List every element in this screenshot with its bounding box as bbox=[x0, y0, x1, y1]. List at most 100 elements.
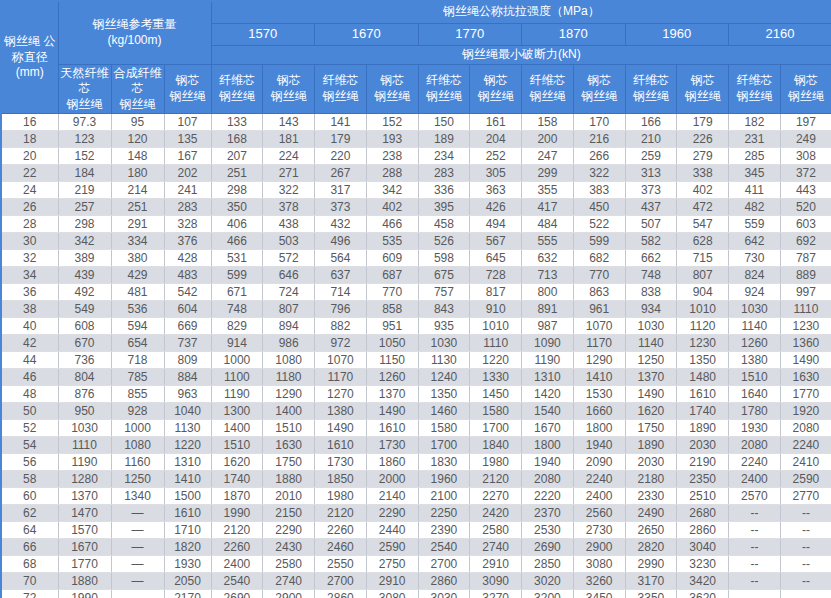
data-cell: 1490 bbox=[315, 420, 367, 437]
data-cell: 1370 bbox=[58, 488, 111, 505]
data-cell: 1890 bbox=[677, 420, 729, 437]
diameter-cell: 54 bbox=[1, 437, 58, 454]
data-cell: 2560 bbox=[573, 505, 625, 522]
steel-core-sub-header: 钢芯 钢丝绳 bbox=[677, 64, 729, 114]
diameter-cell: 64 bbox=[1, 522, 58, 539]
data-cell: 1770 bbox=[58, 556, 111, 573]
data-cell: 863 bbox=[573, 284, 625, 301]
data-cell: 2820 bbox=[625, 539, 677, 556]
data-cell: 682 bbox=[573, 250, 625, 267]
data-cell: 1610 bbox=[315, 437, 367, 454]
table-row: 3649248154267172471477075781780086383890… bbox=[1, 284, 831, 301]
data-cell: 2260 bbox=[315, 522, 367, 539]
data-cell: 345 bbox=[729, 165, 781, 182]
data-cell: 632 bbox=[522, 250, 574, 267]
data-cell: 1770 bbox=[780, 386, 831, 403]
data-cell: 1030 bbox=[625, 318, 677, 335]
data-cell: 168 bbox=[211, 131, 263, 148]
data-cell: 770 bbox=[366, 284, 418, 301]
data-cell: 724 bbox=[263, 284, 315, 301]
data-cell: 1660 bbox=[573, 403, 625, 420]
data-cell: 1100 bbox=[211, 369, 263, 386]
data-cell: 1370 bbox=[625, 369, 677, 386]
data-cell: 443 bbox=[780, 182, 831, 199]
data-cell: 526 bbox=[418, 233, 470, 250]
diameter-cell: 42 bbox=[1, 335, 58, 352]
data-cell: 838 bbox=[625, 284, 677, 301]
data-cell: 2700 bbox=[315, 573, 367, 590]
data-cell: 3020 bbox=[522, 573, 574, 590]
diameter-cell: 20 bbox=[1, 148, 58, 165]
data-cell: 152 bbox=[366, 114, 418, 131]
data-cell: 1010 bbox=[470, 318, 522, 335]
data-cell: 961 bbox=[573, 301, 625, 318]
data-cell: 1450 bbox=[470, 386, 522, 403]
data-cell: 2910 bbox=[366, 573, 418, 590]
table-row: 1812312013516818117919318920420021621022… bbox=[1, 131, 831, 148]
data-cell: 317 bbox=[315, 182, 367, 199]
data-cell: 748 bbox=[211, 301, 263, 318]
data-cell: 3260 bbox=[573, 573, 625, 590]
data-cell: 3030 bbox=[418, 590, 470, 598]
data-cell: 2550 bbox=[315, 556, 367, 573]
weight-header: 钢丝绳参考重量 (kg/100m) bbox=[58, 1, 211, 64]
data-cell: 3090 bbox=[470, 573, 522, 590]
strength-grade-header: 2160 bbox=[729, 23, 831, 45]
data-cell: 161 bbox=[470, 114, 522, 131]
data-cell: — bbox=[111, 505, 164, 522]
data-cell: 429 bbox=[111, 267, 164, 284]
data-cell: 372 bbox=[780, 165, 831, 182]
data-cell: 1490 bbox=[780, 352, 831, 369]
data-cell: 355 bbox=[522, 182, 574, 199]
data-cell: 2860 bbox=[315, 590, 367, 598]
data-cell: 1610 bbox=[164, 505, 211, 522]
diameter-cell: 38 bbox=[1, 301, 58, 318]
data-cell: 2170 bbox=[164, 590, 211, 598]
data-cell: 466 bbox=[211, 233, 263, 250]
diameter-cell: 40 bbox=[1, 318, 58, 335]
data-cell: 2370 bbox=[522, 505, 574, 522]
data-cell: 389 bbox=[58, 250, 111, 267]
data-cell: 1000 bbox=[111, 420, 164, 437]
data-cell: 934 bbox=[625, 301, 677, 318]
data-cell: 997 bbox=[780, 284, 831, 301]
table-row: 3034233437646650349653552656755559958262… bbox=[1, 233, 831, 250]
data-cell: 1250 bbox=[111, 471, 164, 488]
data-cell: 181 bbox=[263, 131, 315, 148]
data-cell: 2240 bbox=[780, 437, 831, 454]
data-cell: 1850 bbox=[315, 471, 367, 488]
data-cell: 2350 bbox=[677, 471, 729, 488]
data-cell: 1630 bbox=[780, 369, 831, 386]
strength-grade-header: 1960 bbox=[625, 23, 729, 45]
data-cell: 259 bbox=[625, 148, 677, 165]
header-row-strength-title: 钢丝绳 公称直径 (mm) 钢丝绳参考重量 (kg/100m) 钢丝绳公称抗拉强… bbox=[1, 1, 831, 23]
diameter-cell: 28 bbox=[1, 216, 58, 233]
data-cell: 285 bbox=[729, 148, 781, 165]
data-cell: 785 bbox=[111, 369, 164, 386]
table-row: 5812801250141017401880185020001960212020… bbox=[1, 471, 831, 488]
data-cell: 1630 bbox=[263, 437, 315, 454]
data-cell: 2540 bbox=[211, 573, 263, 590]
data-cell: 3420 bbox=[677, 573, 729, 590]
data-cell: 1840 bbox=[470, 437, 522, 454]
data-cell: 2080 bbox=[729, 437, 781, 454]
data-cell: 1290 bbox=[573, 352, 625, 369]
data-cell: 1070 bbox=[315, 352, 367, 369]
data-cell: 824 bbox=[729, 267, 781, 284]
table-row: 6013701340150018702010198021402100227022… bbox=[1, 488, 831, 505]
data-cell: 522 bbox=[573, 216, 625, 233]
data-cell: 1510 bbox=[263, 420, 315, 437]
data-cell: 520 bbox=[780, 199, 831, 216]
data-cell: 2290 bbox=[263, 522, 315, 539]
data-cell: 2410 bbox=[780, 454, 831, 471]
wire-rope-spec-table: 钢丝绳 公称直径 (mm) 钢丝绳参考重量 (kg/100m) 钢丝绳公称抗拉强… bbox=[0, 0, 831, 598]
data-cell: 1300 bbox=[211, 403, 263, 420]
data-cell: 97.3 bbox=[58, 114, 111, 131]
data-cell: 298 bbox=[58, 216, 111, 233]
data-cell: 179 bbox=[677, 114, 729, 131]
data-cell: 843 bbox=[418, 301, 470, 318]
data-cell: 894 bbox=[263, 318, 315, 335]
table-row: 701880—205025402740270029102860309030203… bbox=[1, 573, 831, 590]
data-cell: 628 bbox=[677, 233, 729, 250]
data-cell: 603 bbox=[780, 216, 831, 233]
